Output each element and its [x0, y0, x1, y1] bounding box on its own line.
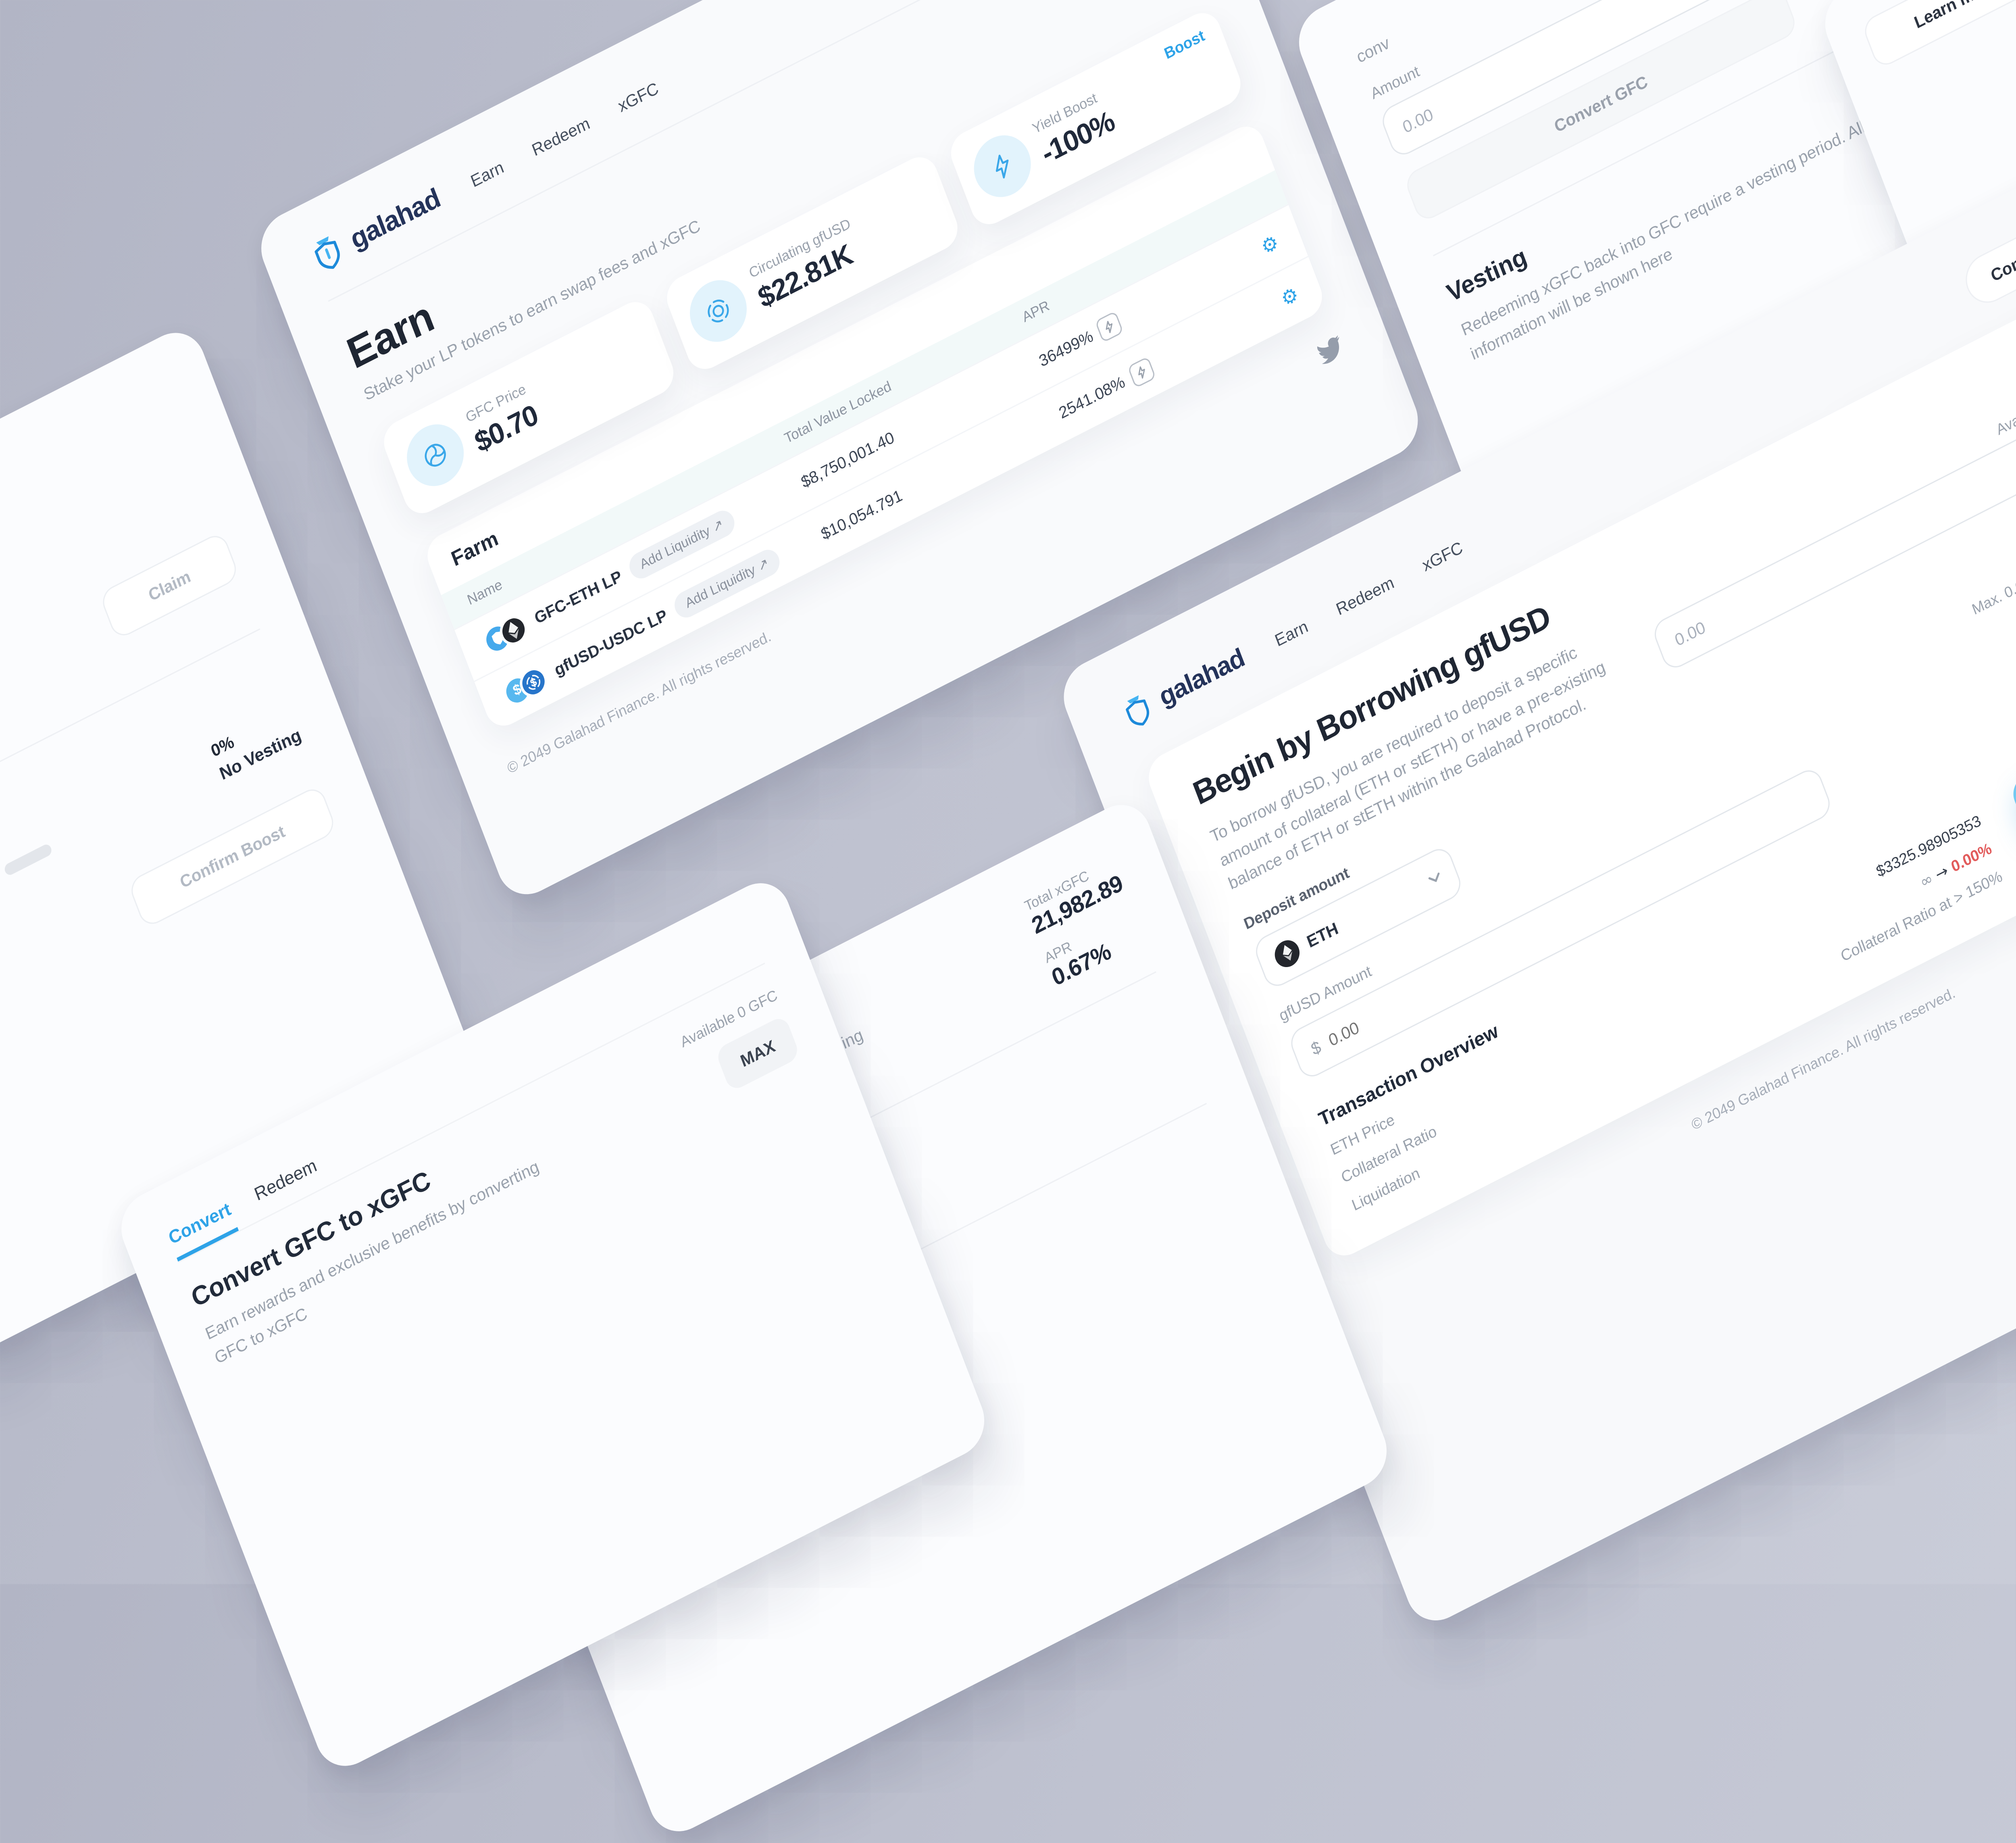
- token-select[interactable]: ETH: [1251, 843, 1465, 991]
- boost-bolt-icon: [1127, 356, 1156, 389]
- nav-xgfc[interactable]: xGFC: [1419, 537, 1466, 575]
- eth-coin-icon: [1270, 935, 1303, 971]
- galahad-logo[interactable]: galahad: [1118, 642, 1250, 734]
- farm-row-gfusd-usdc[interactable]: $ gfUSD-USDC LP Add Liquidity ↗: [474, 256, 1328, 733]
- eth-coin-icon: [496, 611, 531, 650]
- stat-circulating-gfusd: Circulating gfUSD $22.81K: [661, 150, 963, 376]
- pinwheel-icon: [398, 414, 473, 496]
- farm-apr: 36499%: [1036, 327, 1096, 371]
- farm-row-gfc-eth[interactable]: GFC-ETH LP Add Liquidity ↗ $8,750,001.40…: [454, 204, 1308, 681]
- infinity-symbol: ∞: [1917, 868, 1935, 891]
- farm-panel: Farm Name Total Value Locked APR: [421, 119, 1328, 733]
- external-link-icon: ↗: [710, 516, 726, 536]
- claim-button[interactable]: Claim: [98, 530, 241, 641]
- galahad-logo[interactable]: galahad: [307, 181, 446, 279]
- boost-link[interactable]: Boost: [1162, 26, 1207, 63]
- farm-apr: 2541.08%: [1056, 373, 1128, 423]
- twitter-icon[interactable]: [1315, 334, 1346, 367]
- tab-convert[interactable]: Convert: [165, 1198, 239, 1262]
- chevron-down-icon: [1428, 871, 1442, 884]
- overview-row-liquidation: Liquidation Collateral Ratio at > 150%: [1349, 866, 2005, 1214]
- nav-redeem[interactable]: Redeem: [529, 113, 592, 160]
- scene: Claim Vesting 0% No Vesting Confirm Boos…: [0, 0, 2016, 1490]
- nav-xgfc[interactable]: xGFC: [615, 77, 661, 116]
- gfc-coin-icon: [479, 619, 515, 659]
- collateral-ratio-value: 0.00%: [1948, 838, 1994, 876]
- main-nav: Earn Redeem xGFC: [468, 77, 661, 190]
- learn-more-button[interactable]: Learn more: [1860, 0, 2016, 70]
- usdc-coin-icon: [516, 663, 551, 702]
- max-helper: Max. 0.00 gfUSD: [1970, 552, 2016, 618]
- tab-redeem[interactable]: Redeem: [251, 1154, 320, 1205]
- earn-card: galahad Earn Redeem xGFC Earn Stake your…: [252, 0, 1428, 906]
- connect-button[interactable]: Connect: [1959, 211, 2016, 311]
- lightning-icon: [965, 125, 1039, 208]
- stat-yield-boost: Boost Yield Boost -100%: [945, 6, 1247, 232]
- stat-gfc-price: GFC Price $0.70: [378, 294, 680, 521]
- boost-bolt-icon: [1095, 311, 1124, 343]
- shield-icon: [1118, 689, 1158, 734]
- borrow-card: galahad Earn Redeem xGFC Connect Begin b…: [1054, 65, 2016, 1632]
- nav-earn[interactable]: Earn: [1272, 616, 1311, 650]
- nav-earn[interactable]: Earn: [467, 156, 506, 191]
- stats-row: GFC Price $0.70 Circulating gfUSD $22.81…: [378, 6, 1247, 521]
- shield-icon: [307, 230, 350, 279]
- nav-redeem[interactable]: Redeem: [1333, 572, 1397, 619]
- gear-icon[interactable]: ⚙: [1278, 282, 1302, 312]
- target-icon: [681, 269, 756, 352]
- gear-icon[interactable]: ⚙: [1258, 230, 1282, 260]
- external-link-icon: ↗: [755, 555, 771, 575]
- earn-topbar: galahad Earn Redeem xGFC: [307, 0, 1154, 279]
